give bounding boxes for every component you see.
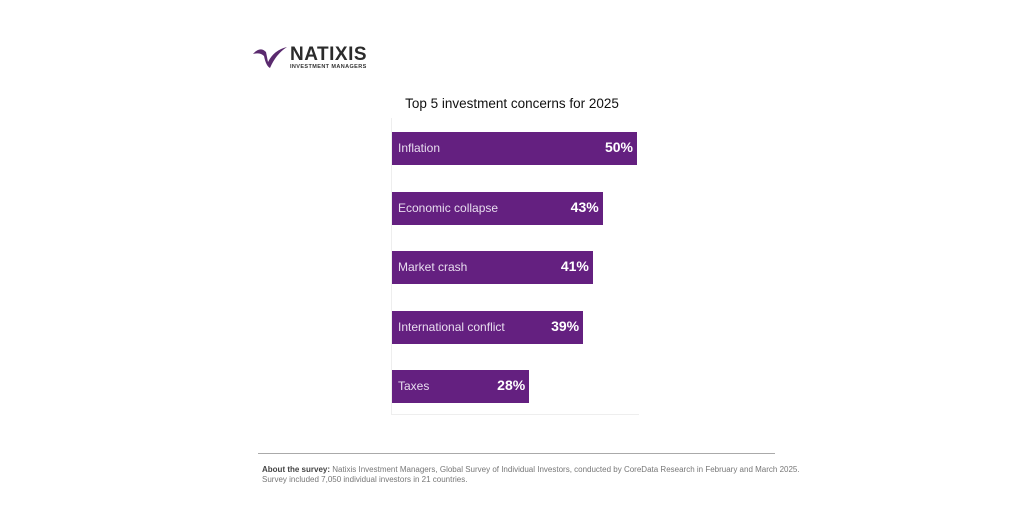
bar-category-label: Inflation bbox=[398, 141, 441, 155]
natixis-logo: NATIXIS INVESTMENT MANAGERS bbox=[252, 44, 382, 72]
bar-value-label: 39% bbox=[551, 317, 580, 334]
bar-value-label: 28% bbox=[497, 377, 526, 394]
survey-note-text-2: Survey included 7,050 individual investo… bbox=[262, 475, 468, 484]
bar-category-label: International conflict bbox=[398, 319, 505, 334]
bar-category-label: Taxes bbox=[398, 379, 430, 394]
bar-value-label: 43% bbox=[570, 198, 599, 215]
bar-category-label: Market crash bbox=[398, 260, 468, 275]
footer-divider bbox=[258, 453, 775, 454]
survey-note-text: Natixis Investment Managers, Global Surv… bbox=[332, 465, 800, 474]
x-axis-baseline bbox=[391, 414, 639, 415]
survey-note: About the survey: Natixis Investment Man… bbox=[262, 465, 800, 485]
bar: Market crash 41% bbox=[392, 251, 593, 285]
bar-value-label: 41% bbox=[560, 258, 589, 275]
bar: Economic collapse 43% bbox=[392, 191, 603, 225]
bar-value-label: 50% bbox=[604, 139, 633, 155]
survey-note-label: About the survey: bbox=[262, 465, 331, 474]
bar: Inflation 50% bbox=[392, 132, 637, 165]
logo-wordmark: NATIXIS bbox=[290, 44, 368, 65]
y-axis-line bbox=[391, 118, 392, 415]
bar: International conflict 39% bbox=[392, 310, 584, 344]
logo-swoosh-icon bbox=[253, 47, 287, 68]
bar: Taxes 28% bbox=[392, 370, 530, 404]
logo-subtitle: INVESTMENT MANAGERS bbox=[290, 64, 367, 70]
chart-title: Top 5 investment concerns for 2025 bbox=[405, 96, 619, 111]
bar-category-label: Economic collapse bbox=[398, 200, 499, 215]
